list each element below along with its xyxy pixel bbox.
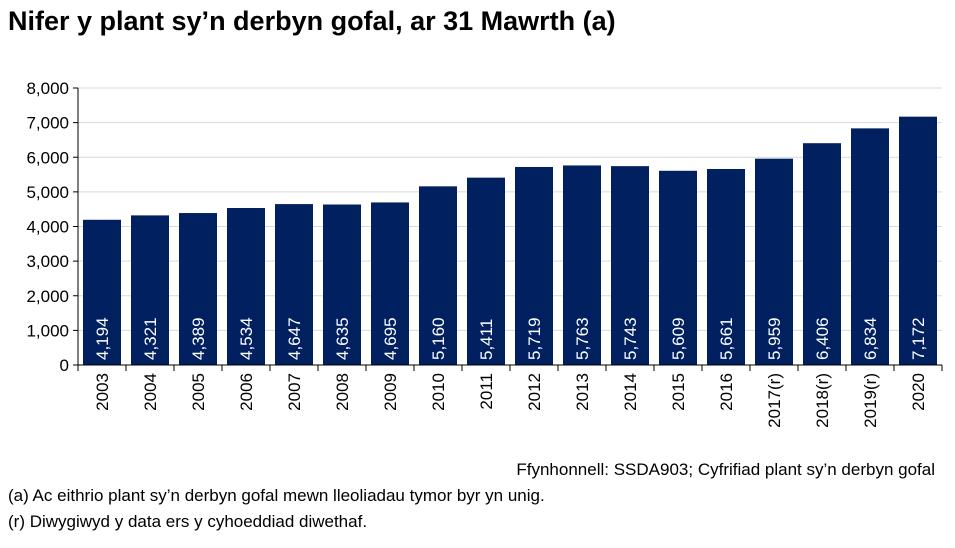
x-tick-label: 2018(r) — [813, 373, 832, 428]
data-label: 4,194 — [93, 317, 112, 360]
data-label: 7,172 — [909, 317, 928, 360]
data-label: 5,609 — [669, 317, 688, 360]
y-tick-label: 8,000 — [26, 79, 69, 98]
bar — [707, 168, 745, 365]
x-tick-label: 2012 — [525, 373, 544, 411]
x-tick-label: 2014 — [621, 373, 640, 411]
data-label: 4,321 — [141, 317, 160, 360]
bar — [611, 166, 649, 365]
data-label: 5,743 — [621, 317, 640, 360]
x-tick-label: 2006 — [237, 373, 256, 411]
data-label: 6,834 — [861, 317, 880, 360]
data-label: 5,411 — [477, 319, 496, 360]
y-tick-label: 4,000 — [26, 218, 69, 237]
y-tick-label: 1,000 — [26, 321, 69, 340]
bar — [419, 186, 457, 365]
y-tick-label: 0 — [60, 356, 69, 375]
bar — [563, 165, 601, 365]
data-label: 5,661 — [717, 317, 736, 360]
chart-title: Nifer y plant sy’n derbyn gofal, ar 31 M… — [8, 6, 616, 36]
x-tick-label: 2017(r) — [765, 373, 784, 428]
bar — [275, 204, 313, 365]
footnote-a: (a) Ac eithrio plant sy’n derbyn gofal m… — [8, 486, 545, 505]
bar — [659, 170, 697, 365]
x-tick-label: 2009 — [381, 373, 400, 411]
y-tick-label: 6,000 — [26, 148, 69, 167]
y-tick-label: 3,000 — [26, 252, 69, 271]
bar — [131, 215, 169, 365]
x-tick-label: 2010 — [429, 373, 448, 411]
x-tick-label: 2011 — [477, 373, 496, 410]
bar — [179, 213, 217, 365]
bar — [323, 204, 361, 365]
x-tick-label: 2005 — [189, 373, 208, 411]
data-label: 4,534 — [237, 317, 256, 360]
bar — [467, 177, 505, 365]
data-label: 5,959 — [765, 317, 784, 360]
source-note: Ffynhonnell: SSDA903; Cyfrifiad plant sy… — [516, 460, 935, 479]
x-tick-label: 2008 — [333, 373, 352, 411]
data-label: 4,635 — [333, 317, 352, 360]
bar — [515, 166, 553, 365]
data-label: 5,763 — [573, 317, 592, 360]
bar — [227, 208, 265, 365]
x-tick-label: 2013 — [573, 373, 592, 411]
data-label: 4,389 — [189, 317, 208, 360]
x-tick-label: 2020 — [909, 373, 928, 411]
bar — [899, 116, 937, 366]
data-label: 5,719 — [525, 317, 544, 360]
data-label: 6,406 — [813, 317, 832, 360]
x-tick-label: 2003 — [93, 373, 112, 411]
y-tick-label: 7,000 — [26, 114, 69, 133]
data-label: 5,160 — [429, 317, 448, 360]
y-tick-label: 2,000 — [26, 287, 69, 306]
data-label: 4,647 — [285, 317, 304, 360]
bar — [755, 158, 793, 365]
x-tick-label: 2016 — [717, 373, 736, 411]
footnote-r: (r) Diwygiwyd y data ers y cyhoeddiad di… — [8, 512, 368, 531]
x-tick-label: 2019(r) — [861, 373, 880, 428]
x-tick-label: 2015 — [669, 373, 688, 411]
bar — [851, 128, 889, 365]
x-tick-label: 2007 — [285, 373, 304, 411]
y-tick-label: 5,000 — [26, 183, 69, 202]
bar — [803, 143, 841, 365]
x-tick-label: 2004 — [141, 373, 160, 411]
bar — [83, 219, 121, 365]
data-label: 4,695 — [381, 317, 400, 360]
bar — [371, 202, 409, 365]
